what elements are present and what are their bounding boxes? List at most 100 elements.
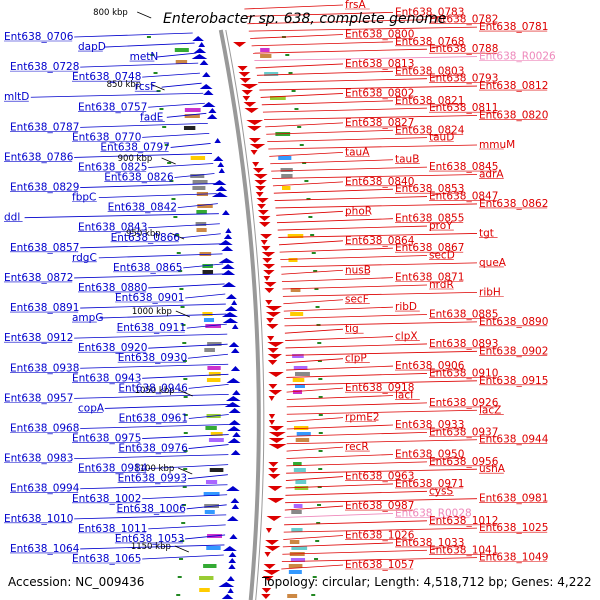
label-leader-line bbox=[261, 100, 394, 106]
tick-marks: 800 kbp 850 kbp 900 kbp 950 kbp 1000 kbp 1050… bbox=[93, 8, 193, 553]
gene-label: Ent638_1064 bbox=[10, 543, 80, 555]
annotation-strip bbox=[293, 504, 303, 508]
reverse-gene-mark bbox=[262, 264, 276, 269]
label-leader-line bbox=[285, 490, 428, 496]
forward-gene-mark bbox=[192, 36, 204, 41]
label-leader-line bbox=[142, 494, 228, 500]
label-leader-line bbox=[188, 383, 229, 389]
forward-gene-mark bbox=[218, 582, 235, 587]
gene-label: Ent638_0915 bbox=[479, 375, 548, 387]
reverse-gene-mark bbox=[268, 390, 283, 395]
gene-label: Ent638_0845 bbox=[429, 161, 498, 173]
reverse-gene-mark bbox=[243, 102, 257, 107]
scale-dash bbox=[315, 540, 320, 542]
annotation-strip bbox=[199, 576, 214, 580]
annotation-strip bbox=[208, 372, 221, 376]
annotation-strip bbox=[190, 156, 206, 160]
reverse-gene-mark bbox=[267, 348, 279, 353]
gene-label: Ent638_0783 bbox=[395, 6, 464, 18]
annotation-strip bbox=[174, 48, 189, 52]
label-leader-line bbox=[286, 395, 394, 400]
label-leader-line bbox=[142, 132, 210, 138]
annotation-strip bbox=[260, 54, 272, 58]
annotation-strip bbox=[207, 342, 222, 346]
label-leader-line bbox=[286, 439, 478, 445]
gene-label: Ent638_1033 bbox=[395, 537, 464, 549]
scale-dash bbox=[313, 270, 318, 272]
scale-dash bbox=[314, 288, 319, 290]
label-leader-line bbox=[284, 314, 428, 319]
gene-label: ribH bbox=[479, 286, 501, 298]
gene-label: adrA bbox=[479, 168, 504, 180]
reverse-gene-mark bbox=[264, 282, 277, 287]
label-leader-line bbox=[268, 144, 478, 150]
label-leader-line bbox=[104, 404, 229, 409]
label-leader-line bbox=[244, 4, 344, 10]
label-leader-line bbox=[24, 213, 219, 219]
label-leader-line bbox=[279, 240, 344, 246]
annotation-strip bbox=[209, 468, 224, 472]
forward-gene-mark bbox=[227, 588, 234, 593]
label-leader-line bbox=[142, 72, 200, 78]
annotation-strip bbox=[295, 438, 310, 442]
reverse-gene-mark bbox=[267, 342, 284, 347]
scale-dash bbox=[318, 450, 323, 452]
label-leader-line bbox=[174, 173, 215, 178]
reverse-gene-mark bbox=[256, 198, 269, 203]
gene-label: Ent638_0781 bbox=[479, 21, 548, 33]
scale-dash bbox=[306, 198, 311, 200]
scale-dash bbox=[183, 432, 188, 434]
label-leader-line bbox=[74, 153, 212, 158]
annotation-strip bbox=[287, 234, 304, 238]
gene-label: Ent638_0865 bbox=[113, 262, 182, 274]
label-leader-line bbox=[98, 253, 223, 259]
reverse-gene-mark bbox=[265, 312, 281, 317]
scale-dash bbox=[176, 252, 181, 254]
forward-gene-mark bbox=[191, 54, 208, 59]
label-leader-line bbox=[285, 358, 344, 364]
gene-label: Ent638_0706 bbox=[4, 31, 74, 43]
forward-gene-mark bbox=[211, 192, 228, 197]
label-leader-line bbox=[282, 284, 428, 290]
gene-label: Ent638_0793 bbox=[429, 73, 498, 85]
gene-label: Ent638_0857 bbox=[10, 242, 79, 254]
label-leader-line bbox=[183, 263, 224, 269]
annotation-strip bbox=[202, 270, 214, 274]
annotation-strip bbox=[203, 318, 215, 322]
annotation-strip bbox=[280, 168, 293, 172]
label-leader-line bbox=[74, 454, 229, 460]
gene-label: ushA bbox=[479, 463, 506, 475]
label-leader-line bbox=[80, 122, 208, 128]
kbp-tick-line bbox=[175, 310, 190, 318]
forward-gene-mark bbox=[228, 420, 241, 425]
gene-label: Ent638_1041 bbox=[429, 544, 498, 556]
scale-dash bbox=[183, 450, 188, 452]
scale-dash bbox=[182, 486, 187, 488]
gene-label: lacI bbox=[395, 390, 413, 402]
annotation-strip bbox=[260, 48, 270, 52]
label-leader-line bbox=[98, 313, 227, 319]
forward-gene-mark bbox=[218, 168, 225, 173]
reverse-gene-mark bbox=[237, 66, 248, 71]
gene-label: Ent638_0976 bbox=[118, 443, 188, 455]
gene-label: Ent638_0855 bbox=[395, 213, 464, 225]
annotation-strip bbox=[294, 384, 305, 388]
forward-gene-mark bbox=[226, 486, 240, 491]
annotation-strip bbox=[293, 426, 309, 430]
scale-dash bbox=[318, 468, 323, 470]
scale-dash bbox=[288, 72, 293, 74]
annotation-strip bbox=[281, 174, 293, 178]
label-leader-line bbox=[187, 353, 228, 359]
gene-label: Ent638_0813 bbox=[345, 58, 414, 70]
forward-gene-mark bbox=[193, 48, 207, 53]
gene-label: nrdR bbox=[429, 279, 454, 291]
reverse-gene-mark bbox=[262, 576, 274, 581]
label-leader-line bbox=[252, 48, 428, 54]
label-leader-line bbox=[264, 115, 478, 120]
label-leader-line bbox=[284, 520, 428, 526]
forward-gene-mark bbox=[227, 438, 241, 443]
gene-label: Ent638_0937 bbox=[429, 426, 498, 438]
gene-label: Ent638_0827 bbox=[345, 117, 414, 129]
annotation-strip bbox=[287, 594, 298, 598]
annotation-strip bbox=[288, 258, 298, 262]
